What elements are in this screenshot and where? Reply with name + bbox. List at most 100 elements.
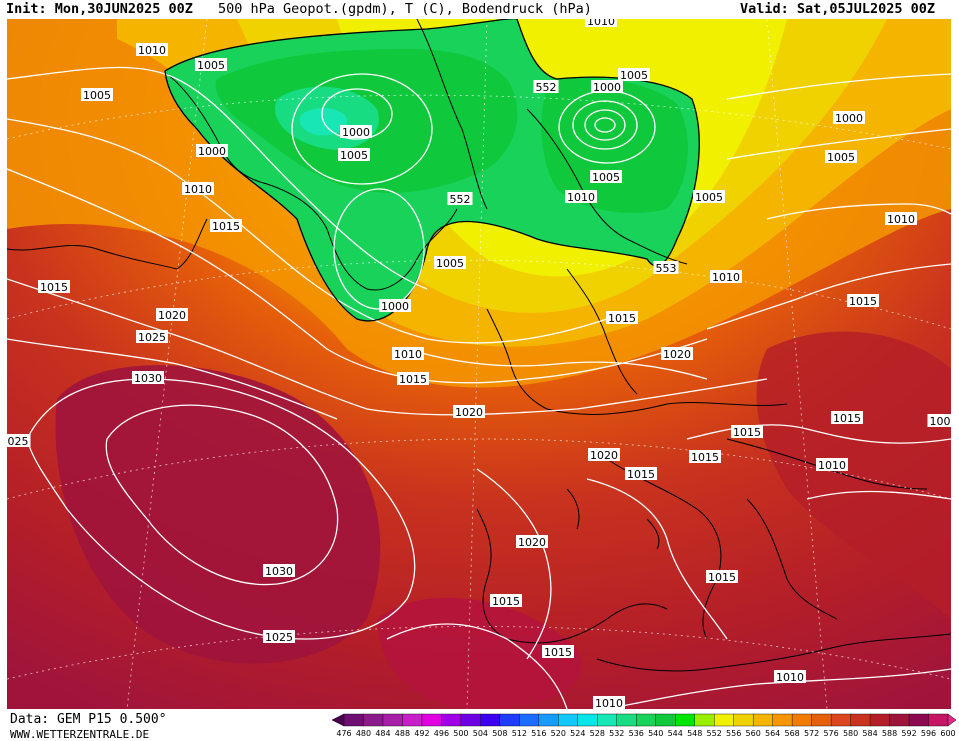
scale-tick-label: 548 [687, 729, 703, 738]
scale-cell [713, 713, 735, 727]
isobar-label-bg [706, 570, 738, 583]
isobar-label: 1005 [338, 148, 370, 162]
isobar-label: 1030 [132, 371, 164, 385]
isobar-label-text: 1005 [83, 89, 111, 102]
isobar-label-bg [885, 212, 917, 225]
geopotential-552-contour [164, 19, 700, 322]
isobar-label: 1015 [625, 467, 657, 481]
isobar-label-bg [136, 330, 168, 343]
isobar-label: 552 [447, 192, 473, 206]
scale-cell [421, 713, 442, 727]
isobar-label: 1020 [588, 448, 620, 462]
isobar-label-bg [585, 19, 617, 27]
scale-cell [791, 713, 813, 727]
isobar-label-bg [338, 148, 370, 161]
isobar-label-text: 1015 [212, 220, 240, 233]
scale-tick-label: 556 [726, 729, 742, 738]
scale-cell [772, 713, 793, 727]
isobar-label: 1015 [831, 411, 863, 425]
isobar-label-text: 1010 [776, 671, 804, 684]
scale-tick-label: 592 [901, 729, 917, 738]
scale-arrow-low [332, 713, 345, 727]
east-warm-core [756, 331, 951, 619]
isobar-label-text: 1010 [138, 44, 166, 57]
isobar-label-bg [182, 182, 214, 195]
scale-tick-label: 600 [940, 729, 956, 738]
isobar-label: 1015 [706, 570, 738, 584]
isobar-label-bg [591, 80, 623, 93]
isobar-label-text: 1005 [436, 257, 464, 270]
scale-cell [908, 713, 930, 727]
isobar-label-text: 1025 [138, 331, 166, 344]
isobar-label-bg [210, 219, 242, 232]
scale-cell [830, 713, 852, 727]
scale-cell [558, 713, 579, 727]
isobar-label-text: 1005 [340, 149, 368, 162]
isobar-label: 1010 [182, 182, 214, 196]
isobar-label-text: 1015 [544, 646, 572, 659]
scale-tick-label: 544 [667, 729, 683, 738]
scale-tick-label: 588 [881, 729, 898, 738]
scale-tick-label: 584 [862, 729, 878, 738]
scale-tick-label: 524 [570, 729, 586, 738]
isobar-label-text: 552 [450, 193, 471, 206]
isobar-label-text: 1010 [184, 183, 212, 196]
isobar-label-text: 1000 [198, 145, 226, 158]
isobar-label-bg [816, 458, 848, 471]
scale-tick-label: 512 [511, 729, 527, 738]
isobar-label: 1020 [156, 308, 188, 322]
scale-tick-label: 504 [472, 729, 489, 738]
isobar-label-bg [625, 467, 657, 480]
scale-tick-label: 532 [609, 729, 625, 738]
isobar-label: 1000 [340, 125, 372, 139]
isobar-label-bg [490, 594, 522, 607]
scale-tick-label: 488 [394, 729, 411, 738]
isobar-label-bg [195, 58, 227, 71]
header-bar: Init: Mon,30JUN2025 00Z 500 hPa Geopot.(… [0, 0, 959, 19]
isobar-label: 1015 [606, 311, 638, 325]
isobar-label-text: 1010 [394, 348, 422, 361]
isobar-label: 1015 [847, 294, 879, 308]
isobar-label-text: 552 [536, 81, 557, 94]
isobar-label-text: 025 [8, 435, 29, 448]
isobar-label-text: 1015 [40, 281, 68, 294]
isobar-label-text: 1005 [197, 59, 225, 72]
data-source: Data: GEM P15 0.500° [10, 712, 167, 727]
isobar-label: 1020 [516, 535, 548, 549]
isobar-label-text: 1020 [663, 348, 691, 361]
color-scale-bar [332, 713, 956, 727]
isobar-label: 1015 [542, 645, 574, 659]
isobar-label: 1000 [379, 299, 411, 313]
scale-cell [538, 713, 559, 727]
isobars [7, 66, 951, 709]
isobar-label-bg [434, 256, 466, 269]
map-area: 1010 1005 1005 1000 1010 1015 1015 1020 1025 1030… [7, 19, 951, 709]
isobar-label: 1010 [710, 270, 742, 284]
isobar-label-bg [7, 434, 31, 447]
scale-cell [577, 713, 598, 727]
scale-tick-label: 476 [336, 729, 352, 738]
isobar-label-bg [136, 43, 168, 56]
isobar-label-bg [156, 308, 188, 321]
scale-cell [694, 713, 715, 727]
isobar-label-bg [927, 414, 951, 427]
scale-cell [597, 713, 618, 727]
isobar-label: 1010 [585, 19, 617, 28]
isobar-label: 1005 [195, 58, 227, 72]
isobar-label-text: 1000 [381, 300, 409, 313]
scale-cell [636, 713, 657, 727]
isobar-label-bg [618, 68, 650, 81]
isobar-label-bg [689, 450, 721, 463]
isobar-label-text: 1005 [695, 191, 723, 204]
isobar-label: 1010 [774, 670, 806, 684]
scale-tick-label: 508 [492, 729, 508, 738]
isobar-label: 1020 [661, 347, 693, 361]
high-pressure-core [55, 365, 381, 664]
isobar-label: 1010 [392, 347, 424, 361]
isobar-label-bg [379, 299, 411, 312]
color-scale-ticks: 476 480 484 488 492 496 500 504 508 512 516 520 524 5… [336, 729, 955, 741]
scale-tick-label: 552 [706, 729, 722, 738]
isobar-label-bg [565, 190, 597, 203]
isobar-label: 1005 [693, 190, 725, 204]
